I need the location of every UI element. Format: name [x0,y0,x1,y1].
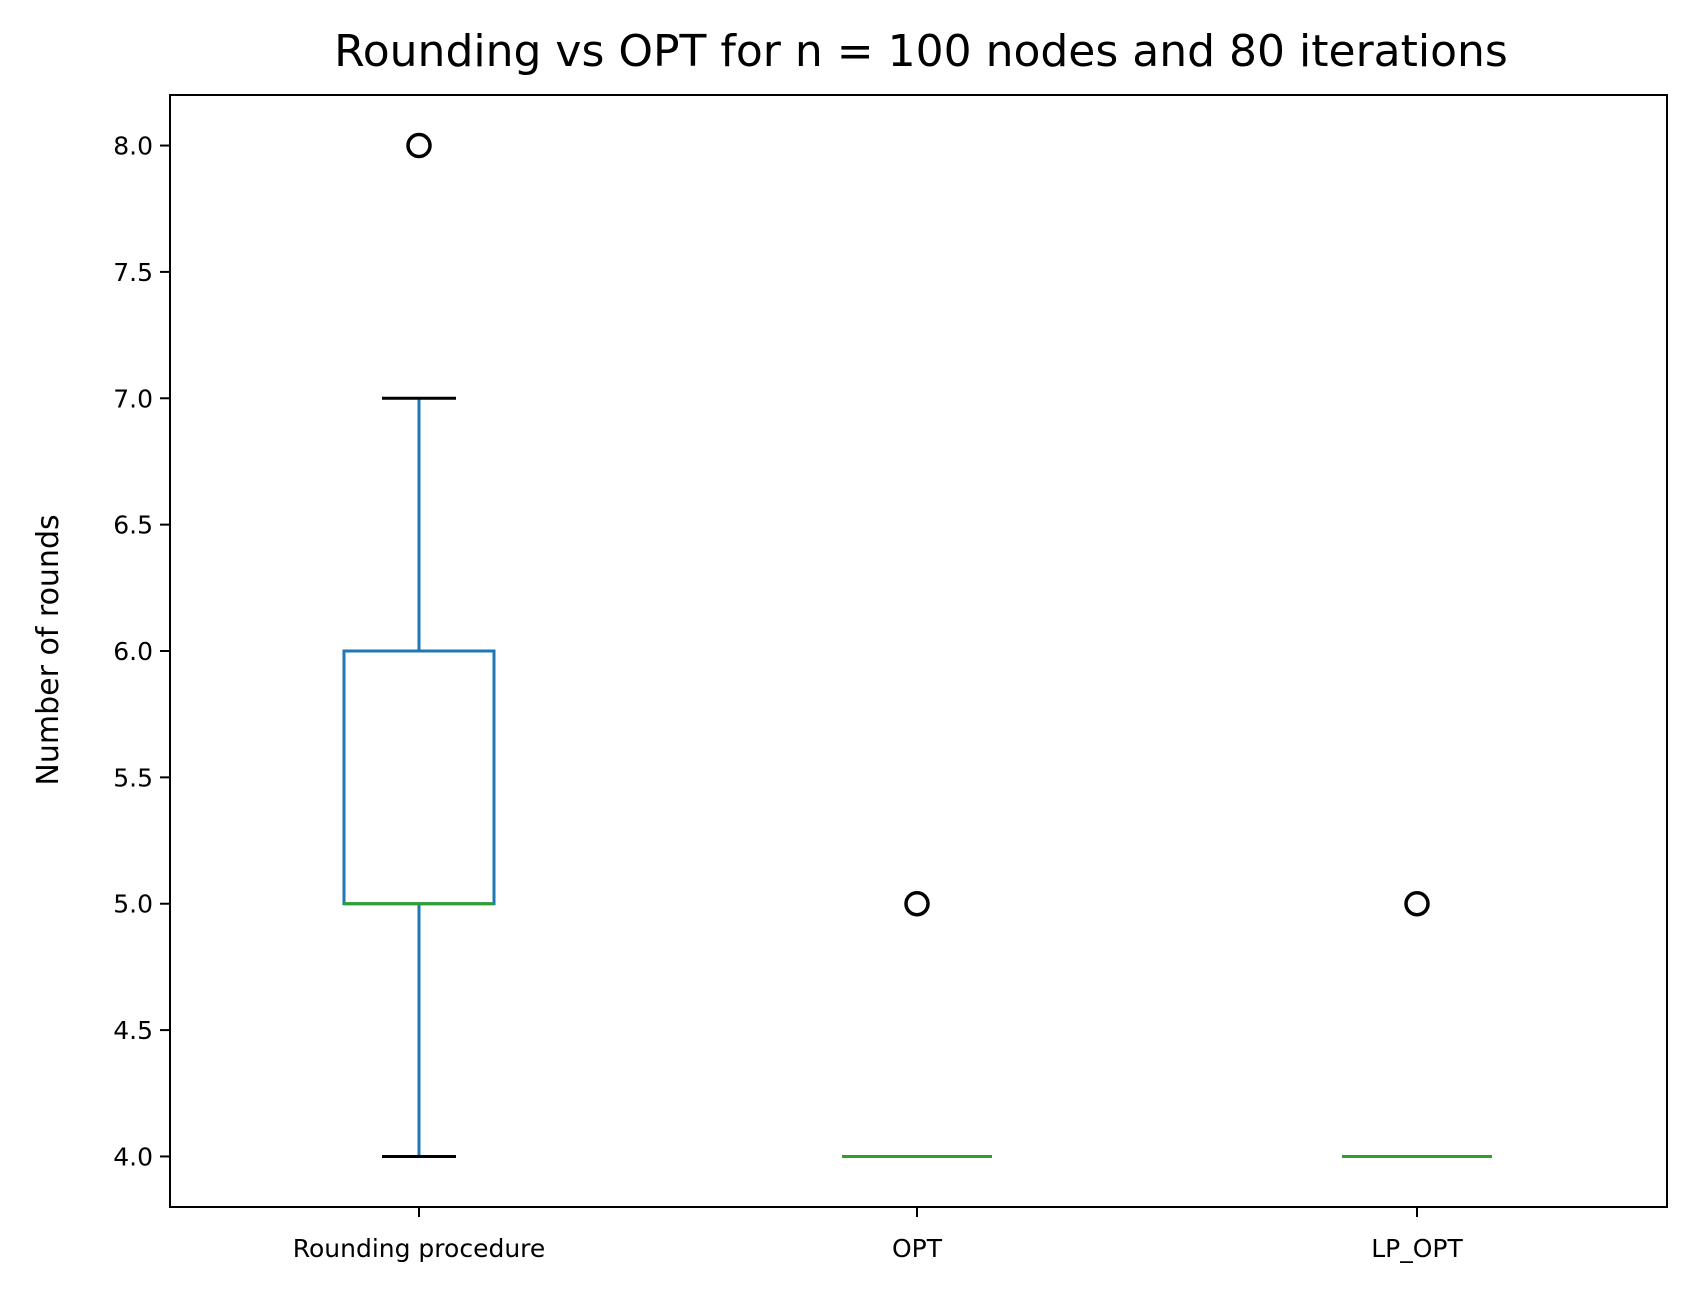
outlier-point [406,132,432,159]
y-tick-label: 7.5 [113,258,153,287]
box-iqr [342,649,496,906]
chart-title: Rounding vs OPT for n = 100 nodes and 80… [334,26,1508,77]
y-tick-label: 7.0 [113,384,153,413]
y-tick-label: 8.0 [113,132,153,161]
y-tick-label: 6.0 [113,637,153,666]
y-tick-label: 5.0 [113,890,153,919]
y-axis-label: Number of rounds [31,514,66,785]
y-tick-label: 4.0 [113,1142,153,1171]
y-tick-label: 6.5 [113,511,153,540]
y-tick-label: 5.5 [113,763,153,792]
y-tick-label: 4.5 [113,1016,153,1045]
axes-frame [169,94,1668,1208]
outlier-point [904,890,930,917]
x-tick-label: OPT [892,1234,943,1263]
x-tick-label: LP_OPT [1371,1234,1463,1263]
plot-area: 4.0 4.5 5.0 5.5 6.0 6.5 7.0 7.5 8.0 Rounding proc… [113,94,1668,1263]
x-tick-label: Rounding procedure [293,1234,546,1263]
outlier-point [1404,890,1430,917]
